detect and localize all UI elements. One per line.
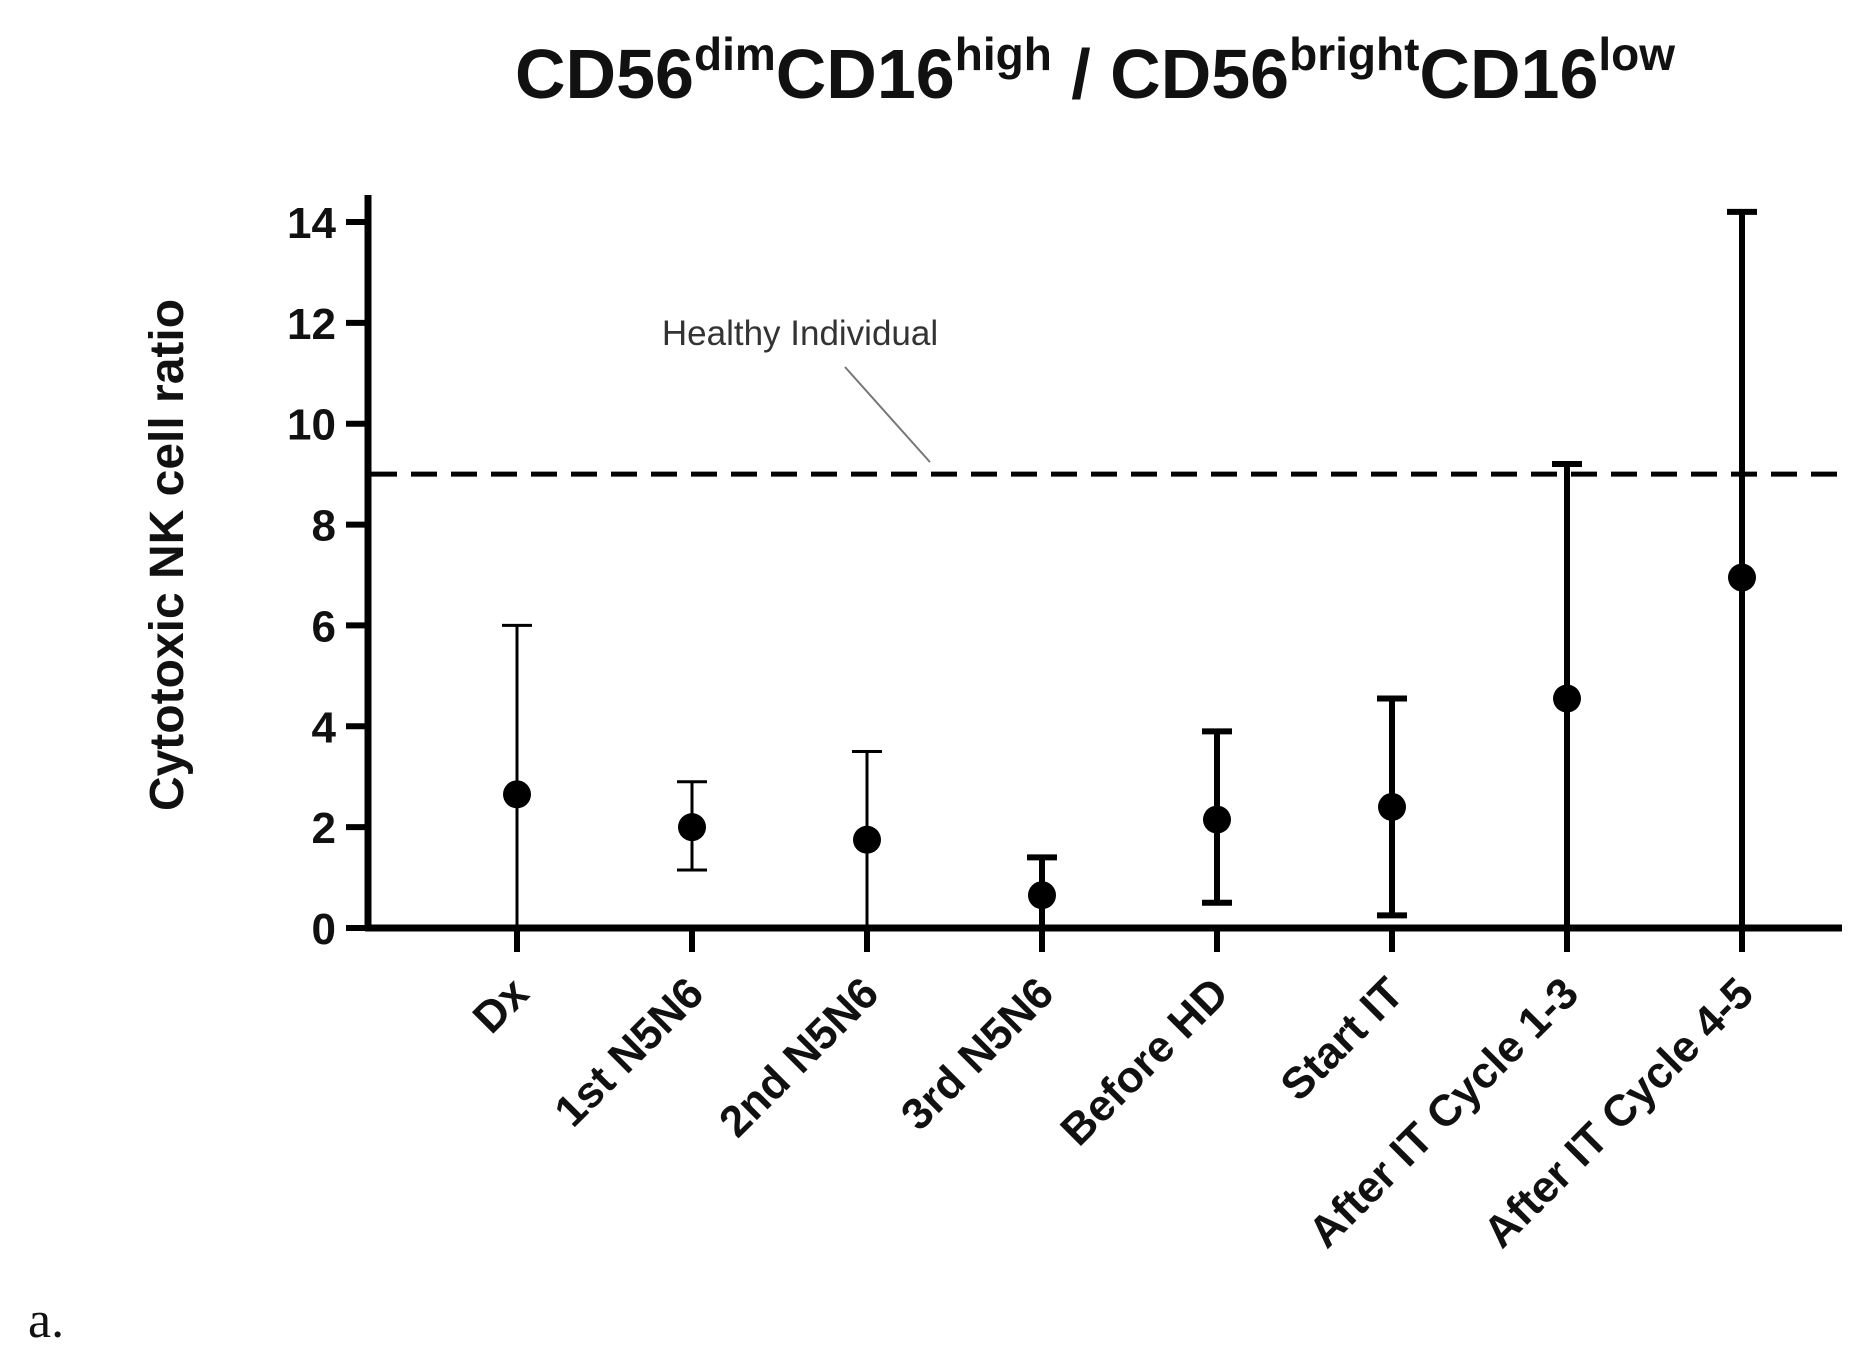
- x-tick-label: Before HD: [1051, 968, 1238, 1155]
- data-point: [678, 813, 706, 842]
- y-axis: 0 2 4 6 8 10 12 14: [287, 195, 372, 954]
- y-axis-label: Cytotoxic NK cell ratio: [141, 299, 194, 811]
- title-superscript: dim: [694, 28, 776, 80]
- y-tick-label: 0: [312, 905, 336, 954]
- y-tick-label: 4: [312, 703, 337, 752]
- title-superscript: high: [955, 28, 1052, 80]
- x-tick-label: Dx: [464, 968, 539, 1043]
- data-series: [502, 208, 1757, 928]
- x-tick-label: 2nd N5N6: [710, 968, 888, 1146]
- data-point: [1378, 792, 1406, 821]
- y-tick-label: 6: [312, 602, 336, 651]
- title-segment: CD16: [1419, 35, 1598, 113]
- data-point: [1203, 805, 1231, 834]
- title-segment: CD56: [515, 35, 694, 113]
- panel-label: a.: [28, 1292, 64, 1349]
- reference-line-group: Healthy Individual: [371, 314, 1842, 477]
- x-tick-label: 1st N5N6: [545, 968, 713, 1136]
- y-tick-label: 10: [287, 401, 336, 450]
- data-point: [853, 825, 881, 854]
- data-point: [1028, 881, 1056, 910]
- title-superscript: low: [1598, 28, 1675, 80]
- title-superscript: bright: [1289, 28, 1419, 80]
- y-tick-label: 2: [312, 804, 336, 853]
- title-segment: CD16: [776, 35, 955, 113]
- y-tick-label: 14: [287, 199, 336, 248]
- data-point: [1728, 563, 1756, 592]
- title-segment: / CD56: [1052, 35, 1289, 113]
- y-tick-label: 8: [312, 502, 336, 551]
- annotation-leader-line: [844, 366, 931, 463]
- x-tick-label: 3rd N5N6: [892, 968, 1063, 1139]
- reference-line-label: Healthy Individual: [662, 314, 938, 353]
- x-tick-label: Start IT: [1271, 968, 1413, 1110]
- chart-title: CD56dimCD16high / CD56brightCD16low: [515, 28, 1675, 113]
- y-tick-label: 12: [287, 300, 336, 349]
- data-point: [503, 780, 531, 809]
- data-point: [1553, 684, 1581, 713]
